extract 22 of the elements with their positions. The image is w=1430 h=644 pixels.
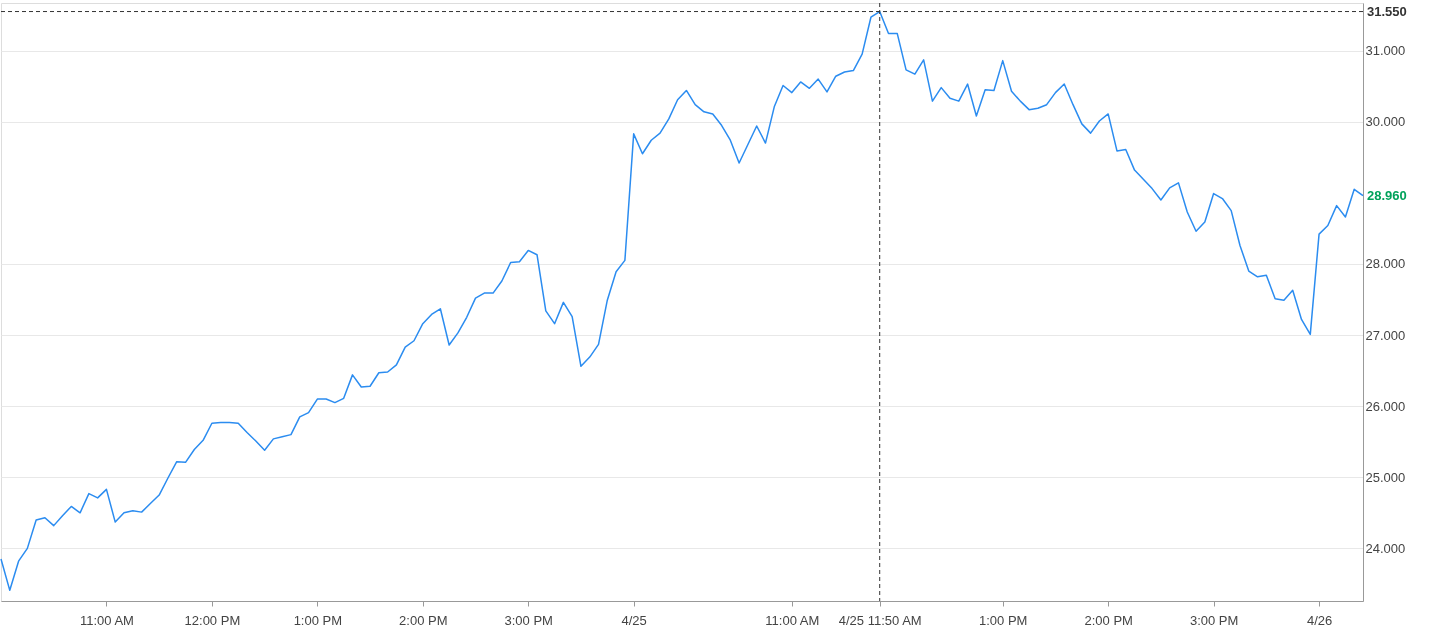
x-tick-label: 11:00 AM xyxy=(79,612,134,628)
line-series xyxy=(0,10,1364,592)
text: 28.960 xyxy=(1367,187,1407,203)
x-tick-label: 11:00 AM xyxy=(765,612,820,628)
x-tick-label: 1:00 PM xyxy=(979,612,1028,628)
x-tick-label: 2:00 PM xyxy=(399,612,448,628)
y-tick-label: 30.000 xyxy=(1365,114,1406,130)
y-tick-label: 26.000 xyxy=(1365,398,1406,414)
y-tick-label: 31.000 xyxy=(1365,43,1406,59)
x-tick-label: 1:00 PM xyxy=(293,612,343,628)
x-tick-label: 3:00 PM xyxy=(504,612,553,628)
x-tick-label: 3:00 PM xyxy=(1189,612,1239,628)
x-tick-label: 4/25 11:50 AM xyxy=(838,612,922,628)
y-tick-label: 24.000 xyxy=(1365,540,1406,556)
y-tick-label: 28.000 xyxy=(1365,256,1406,272)
ref-line-label: 31.550 xyxy=(1367,3,1407,19)
x-tick-label: 2:00 PM xyxy=(1084,612,1133,628)
x-tick-label: 4/25 xyxy=(621,612,647,628)
x-tick-label: 4/26 xyxy=(1306,612,1333,628)
x-tick-label: 12:00 PM xyxy=(184,612,241,628)
y-tick-label: 27.000 xyxy=(1365,327,1406,343)
y-tick-label: 25.000 xyxy=(1365,469,1406,485)
